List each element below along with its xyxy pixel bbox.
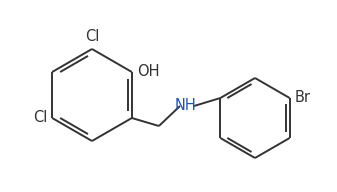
Text: Cl: Cl (33, 111, 47, 126)
Text: Cl: Cl (85, 29, 99, 44)
Text: NH: NH (175, 98, 197, 113)
Text: OH: OH (137, 65, 159, 79)
Text: Br: Br (295, 90, 311, 105)
